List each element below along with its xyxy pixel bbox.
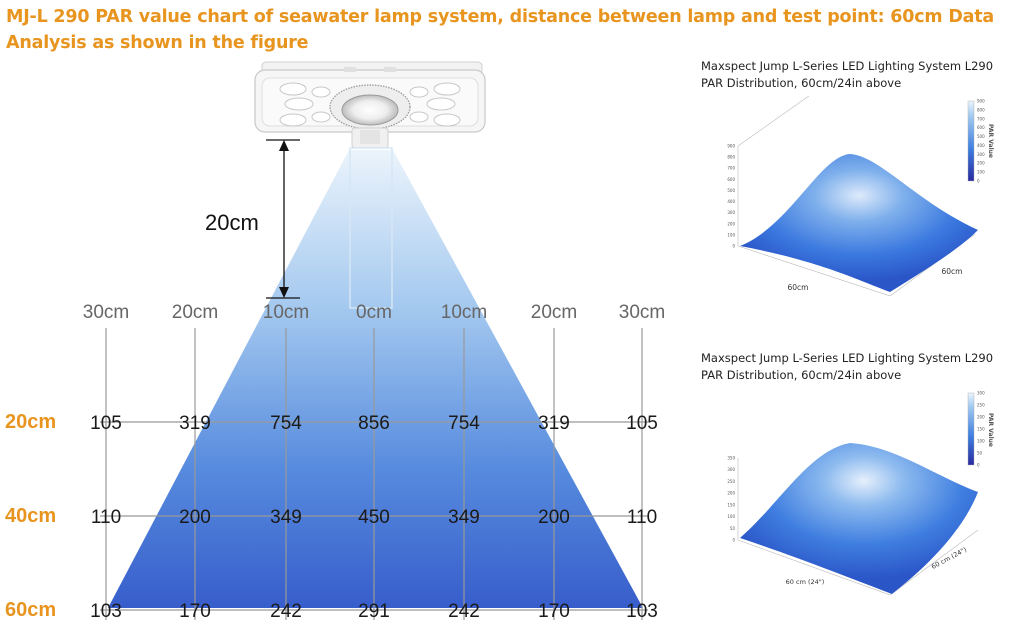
column-label: 0cm	[356, 302, 392, 323]
row-label: 20cm	[5, 411, 56, 433]
par-table-chart: 20cm 30cm 20cm 10cm 0cm 10cm 20cm 30cm 20cm 40c…	[5, 61, 665, 622]
panel2-z-tick: 200	[727, 491, 735, 496]
panel1-colorbar-tick: 500	[977, 134, 985, 139]
par-value-cell: 349	[270, 507, 302, 528]
panel2-colorbar-label: PAR Value	[987, 413, 994, 447]
panel2-z-tick: 350	[727, 456, 735, 461]
panel1-colorbar-tick: 400	[977, 143, 985, 148]
arrow-head-up	[279, 140, 289, 151]
par-value-cell: 242	[270, 601, 302, 622]
column-label: 20cm	[172, 302, 218, 323]
panel2-x-axis-label: 60 cm (24")	[786, 578, 825, 586]
par-value-cell: 170	[538, 601, 570, 622]
column-label: 10cm	[263, 302, 309, 323]
panel1-x-axis-label: 60cm	[788, 283, 809, 292]
par-value-cell: 105	[626, 413, 658, 434]
panel2-colorbar-tick: 50	[977, 451, 983, 456]
panel2-surface-plot: 350 300 250 200 150 100 50 0 300 250 200 150 100 50 0…	[727, 391, 994, 596]
panel1-z-tick: 700	[727, 166, 735, 171]
panel1-title-line2: PAR Distribution, 60cm/24in above	[701, 76, 902, 90]
panel2-z-tick: 50	[730, 526, 736, 531]
par-value-cell: 200	[179, 507, 211, 528]
par-value-cell: 200	[538, 507, 570, 528]
panel2-colorbar-tick: 0	[977, 463, 980, 468]
panel2-z-tick: 0	[732, 538, 735, 543]
panel1-z-tick: 0	[732, 244, 735, 249]
par-value-cell: 319	[538, 413, 570, 434]
par-value-cell: 349	[448, 507, 480, 528]
par-value-cell: 105	[90, 413, 122, 434]
column-label: 30cm	[619, 302, 665, 323]
panel1-z-tick: 900	[727, 144, 735, 149]
par-value-cell: 754	[448, 413, 480, 434]
panel1-colorbar	[967, 100, 975, 182]
panel1-surface	[740, 154, 978, 292]
par-value-cell: 103	[90, 601, 122, 622]
panel1-colorbar-tick: 700	[977, 116, 985, 121]
panel2-colorbar-tick: 300	[977, 391, 985, 396]
panel1-z-tick: 600	[727, 177, 735, 182]
arrow-head-down	[279, 287, 289, 298]
panel1-colorbar-label: PAR Value	[987, 124, 994, 158]
par-value-cell: 242	[448, 601, 480, 622]
panel1-colorbar-tick: 900	[977, 99, 985, 104]
par-value-cell: 450	[358, 507, 390, 528]
measurement-grid	[100, 328, 648, 620]
par-value-cell: 856	[358, 413, 390, 434]
panel2-z-tick: 300	[727, 467, 735, 472]
par-value-cell: 110	[91, 507, 121, 528]
panel2-colorbar-tick: 250	[977, 403, 985, 408]
column-label: 20cm	[531, 302, 577, 323]
panel2-colorbar-tick: 100	[977, 439, 985, 444]
panel1-z-tick: 500	[727, 188, 735, 193]
par-value-cell: 170	[179, 601, 211, 622]
par-value-cell: 319	[179, 413, 211, 434]
panel2-title: Maxspect Jump L-Series LED Lighting Syst…	[701, 350, 1021, 384]
par-value-cell: 103	[626, 601, 658, 622]
page-title: MJ-L 290 PAR value chart of seawater lam…	[6, 7, 995, 53]
column-label: 30cm	[83, 302, 129, 323]
panel1-colorbar-tick: 100	[977, 170, 985, 175]
height-dimension	[266, 139, 300, 299]
panel2-z-tick: 250	[727, 479, 735, 484]
panel1-y-axis-label: 60cm	[942, 267, 963, 276]
panel2-surface	[740, 443, 978, 594]
panel1-z-tick: 400	[727, 199, 735, 204]
column-labels: 30cm 20cm 10cm 0cm 10cm 20cm 30cm	[83, 302, 665, 323]
row-label: 40cm	[5, 505, 56, 527]
panel1-colorbar-tick: 800	[977, 107, 985, 112]
panel2-colorbar-tick: 150	[977, 427, 985, 432]
panel1-z-tick: 200	[727, 221, 735, 226]
panel2-z-tick: 150	[727, 502, 735, 507]
panel2-title-line2: PAR Distribution, 60cm/24in above	[701, 368, 902, 382]
panel1-colorbar-tick: 200	[977, 161, 985, 166]
height-dimension-label: 20cm	[205, 210, 259, 235]
lamp-fixture-illustration	[254, 61, 486, 149]
column-label: 10cm	[441, 302, 487, 323]
panel1-colorbar-tick: 600	[977, 125, 985, 130]
panel1-title: Maxspect Jump L-Series LED Lighting Syst…	[701, 58, 1021, 92]
lamp-stem	[349, 147, 393, 309]
panel2-colorbar	[967, 392, 975, 466]
panel2-title-line1: Maxspect Jump L-Series LED Lighting Syst…	[701, 351, 994, 365]
row-labels: 20cm 40cm 60cm	[5, 411, 56, 621]
panel1-z-tick: 800	[727, 155, 735, 160]
par-value-cell: 110	[627, 507, 657, 528]
par-values: 105 319 754 856 754 319 105 110 200 349 450 349 200 1…	[90, 413, 658, 622]
par-value-cell: 291	[358, 601, 390, 622]
panel1-colorbar-tick: 0	[977, 179, 980, 184]
par-value-cell: 754	[270, 413, 302, 434]
light-beam	[108, 150, 643, 608]
panel2-z-tick: 100	[727, 514, 735, 519]
panel1-z-tick: 100	[727, 232, 735, 237]
row-label: 60cm	[5, 599, 56, 621]
panel1-title-line1: Maxspect Jump L-Series LED Lighting Syst…	[701, 59, 994, 73]
panel1-z-tick: 300	[727, 210, 735, 215]
panel2-colorbar-tick: 200	[977, 415, 985, 420]
panel1-colorbar-tick: 300	[977, 152, 985, 157]
